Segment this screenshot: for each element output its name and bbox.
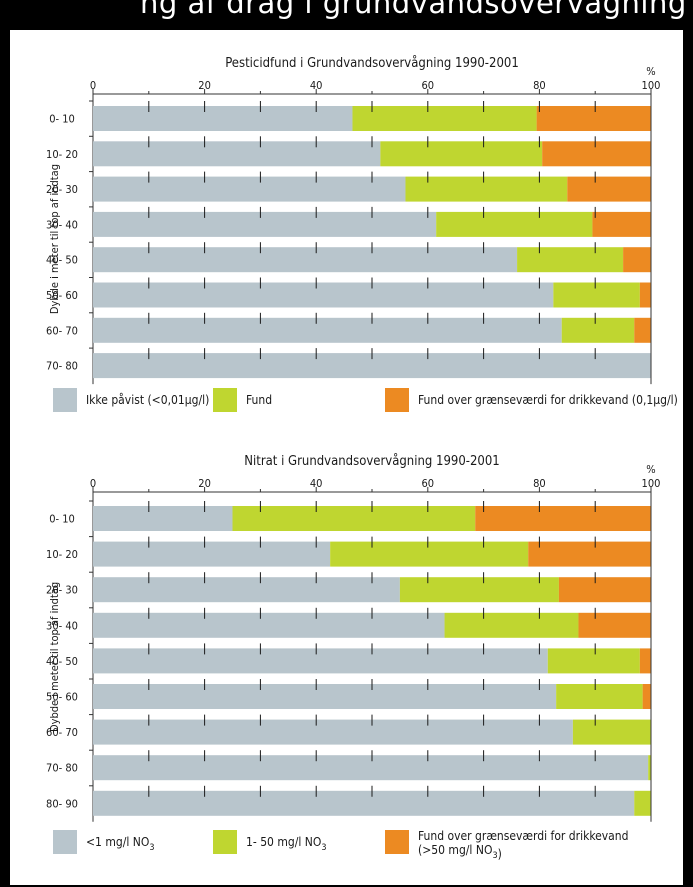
chart1-bars — [93, 106, 651, 379]
chart1-bar-2 — [517, 247, 624, 273]
chart1-bar-2 — [380, 141, 543, 167]
chart1-bar-2 — [553, 282, 640, 308]
chart2-legend-label-2: 1- 50 mg/l NO3 — [246, 835, 327, 853]
chart2-bar-1 — [93, 577, 400, 603]
chart2-y-tick-label: 70- 80 — [46, 762, 78, 775]
chart2-bar-2 — [330, 541, 529, 567]
chart2-y-tick-label: 30- 40 — [46, 619, 78, 632]
chart1-legend-label-2: Fund — [246, 393, 272, 407]
chart2-x-tick-label: 20 — [198, 477, 211, 490]
chart2-bar-2 — [547, 648, 640, 674]
chart2-bar-1 — [93, 648, 548, 674]
chart1-legend-label-3: Fund over grænseværdi for drikkevand (0,… — [418, 393, 678, 407]
chart2-bar-1 — [93, 684, 557, 709]
chart1-title: Pesticidfund i Grundvandsovervågning 199… — [225, 56, 519, 71]
chart1-bar-1 — [93, 141, 381, 167]
chart1-bar-3 — [634, 317, 651, 343]
chart1-y-tick-label: 40- 50 — [46, 254, 78, 267]
chart1-bar-3 — [592, 211, 651, 237]
chart1-bar-2 — [436, 211, 593, 237]
chart2-bar-2 — [572, 719, 651, 745]
chart2-bar-1 — [93, 755, 649, 781]
chart2-bar-2 — [232, 506, 476, 531]
chart2-legend-label-3-line2: (>50 mg/l NO3) — [418, 843, 502, 861]
chart1-x-tick-label: 0 — [90, 79, 96, 92]
chart2-x-tick-label: 60 — [422, 477, 435, 490]
chart1-x-unit: % — [646, 65, 655, 78]
chart2-x-unit: % — [646, 463, 655, 476]
chart2-title: Nitrat i Grundvandsovervågning 1990-2001 — [244, 454, 500, 469]
chart1-bar-1 — [93, 106, 353, 131]
chart-panel: Pesticidfund i Grundvandsovervågning 199… — [10, 30, 683, 885]
chart1-x-tick-label: 80 — [533, 79, 546, 92]
chart1-bar-2 — [405, 176, 568, 202]
chart1-x-tick-label: 60 — [422, 79, 435, 92]
chart1-legend-swatch-3 — [385, 388, 409, 412]
chart2-bar-1 — [93, 719, 573, 745]
chart1-bar-1 — [93, 282, 554, 308]
chart2-bars — [93, 506, 651, 816]
chart1-bar-3 — [623, 247, 651, 273]
chart1-bar-1 — [93, 247, 518, 273]
chart2-y-tick-label: 50- 60 — [46, 691, 78, 704]
chart1-legend-swatch-1 — [53, 388, 77, 412]
chart2-y-label: Dybde i meter til top af indtag — [48, 582, 61, 732]
page-title: ng af drag i grundvandsovervågning (1990… — [140, 0, 693, 20]
chart2-bar-2 — [556, 684, 643, 709]
chart1-y-tick-label: 50- 60 — [46, 289, 78, 302]
chart2-x-tick-label: 100 — [642, 477, 661, 490]
charts-canvas: Pesticidfund i Grundvandsovervågning 199… — [46, 56, 678, 861]
chart2-legend-label-3: Fund over grænseværdi for drikkevand — [418, 829, 629, 843]
header-band: ng af drag i grundvandsovervågning (1990… — [0, 0, 693, 30]
chart2-x-tick-label: 80 — [533, 477, 546, 490]
chart2-bar-1 — [93, 612, 445, 638]
chart2-bar-1 — [93, 541, 331, 567]
chart1-x-tick-label: 100 — [642, 79, 661, 92]
chart2-y-tick-label: 0- 10 — [49, 513, 75, 526]
chart1-bar-3 — [536, 106, 651, 131]
chart2-bar-2 — [444, 612, 579, 638]
chart2-bar-3 — [528, 541, 651, 567]
chart1-bar-3 — [639, 282, 651, 308]
chart2-legend-swatch-1 — [53, 830, 77, 854]
chart1-y-tick-label: 10- 20 — [46, 148, 78, 161]
chart2-y-tick-label: 60- 70 — [46, 726, 78, 739]
chart1-y-label: Dybde i meter til top af indtag — [48, 164, 61, 314]
chart1-bar-2 — [561, 317, 635, 343]
chart2-bar-3 — [558, 577, 651, 603]
chart1-bar-1 — [93, 317, 562, 343]
chart1-y-tick-label: 20- 30 — [46, 183, 78, 196]
chart2-bar-2 — [399, 577, 559, 603]
chart2-bar-3 — [639, 648, 651, 674]
chart1-y-tick-label: 0- 10 — [49, 113, 75, 126]
chart2-bar-3 — [642, 684, 651, 709]
chart1-bar-3 — [567, 176, 651, 202]
chart2-legend-swatch-3 — [385, 830, 409, 854]
chart1-bar-1 — [93, 176, 406, 202]
chart2-y-tick-label: 10- 20 — [46, 548, 78, 561]
chart2-legend-label-1: <1 mg/l NO3 — [86, 835, 155, 853]
chart2-bar-1 — [93, 790, 635, 816]
chart2-bar-1 — [93, 506, 233, 531]
chart1-bar-2 — [352, 106, 537, 131]
chart2-y-tick-label: 20- 30 — [46, 584, 78, 597]
chart2-x-tick-label: 40 — [310, 477, 323, 490]
chart1-bar-1 — [93, 211, 437, 237]
chart2-bar-2 — [648, 755, 651, 781]
chart1-bar-3 — [542, 141, 651, 167]
chart2-bar-3 — [578, 612, 651, 638]
chart1-x-tick-label: 40 — [310, 79, 323, 92]
chart1-y-tick-label: 70- 80 — [46, 360, 78, 373]
chart1-y-tick-label: 60- 70 — [46, 324, 78, 337]
chart2-legend-swatch-2 — [213, 830, 237, 854]
chart1-x-tick-label: 20 — [198, 79, 211, 92]
chart2-bar-2 — [634, 790, 651, 816]
chart2-x-tick-label: 0 — [90, 477, 96, 490]
chart2-y-tick-label: 40- 50 — [46, 655, 78, 668]
chart1-legend-swatch-2 — [213, 388, 237, 412]
chart1-legend-label-1: Ikke påvist (<0,01µg/l) — [86, 393, 209, 407]
chart1-y-tick-label: 30- 40 — [46, 218, 78, 231]
chart2-y-tick-label: 80- 90 — [46, 797, 78, 810]
chart2-bar-3 — [475, 506, 651, 531]
